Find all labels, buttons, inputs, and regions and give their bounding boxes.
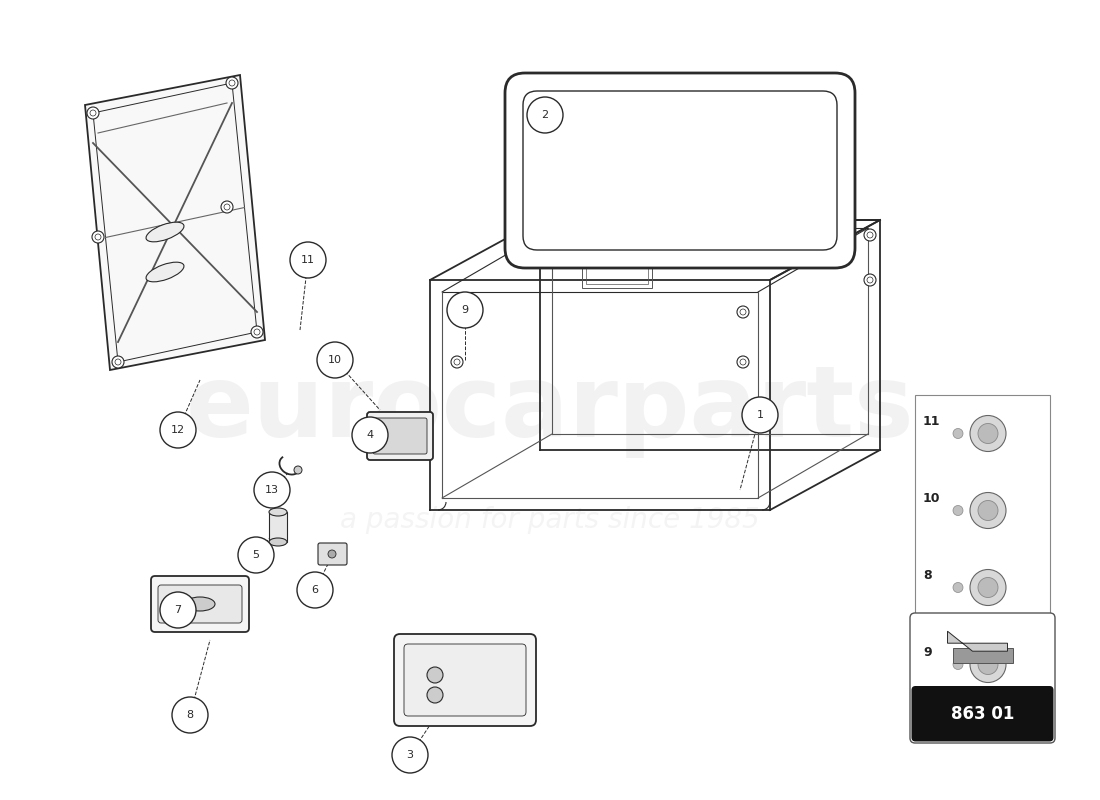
Circle shape xyxy=(970,415,1007,451)
Circle shape xyxy=(864,274,876,286)
Text: 8: 8 xyxy=(923,570,932,582)
Circle shape xyxy=(297,572,333,608)
Text: 11: 11 xyxy=(923,415,940,429)
FancyBboxPatch shape xyxy=(367,412,433,460)
Circle shape xyxy=(864,229,876,241)
Ellipse shape xyxy=(146,262,184,282)
Circle shape xyxy=(427,667,443,683)
Circle shape xyxy=(953,659,962,670)
FancyBboxPatch shape xyxy=(318,543,346,565)
Circle shape xyxy=(221,201,233,213)
Circle shape xyxy=(294,466,302,474)
Circle shape xyxy=(238,537,274,573)
Text: 4: 4 xyxy=(366,430,374,440)
Circle shape xyxy=(392,737,428,773)
Circle shape xyxy=(317,342,353,378)
Polygon shape xyxy=(85,75,265,370)
Circle shape xyxy=(527,97,563,133)
Circle shape xyxy=(427,687,443,703)
Circle shape xyxy=(447,292,483,328)
Circle shape xyxy=(87,107,99,119)
Bar xyxy=(953,648,1012,663)
Text: 7: 7 xyxy=(175,605,182,615)
FancyBboxPatch shape xyxy=(910,613,1055,743)
Circle shape xyxy=(160,592,196,628)
Circle shape xyxy=(328,550,336,558)
Circle shape xyxy=(953,429,962,438)
FancyBboxPatch shape xyxy=(373,418,427,454)
Circle shape xyxy=(451,306,463,318)
Circle shape xyxy=(251,326,263,338)
FancyBboxPatch shape xyxy=(158,585,242,623)
Text: 5: 5 xyxy=(253,550,260,560)
Circle shape xyxy=(978,423,998,443)
Circle shape xyxy=(978,501,998,521)
Text: 1: 1 xyxy=(757,410,763,420)
Circle shape xyxy=(737,356,749,368)
Circle shape xyxy=(290,242,326,278)
FancyBboxPatch shape xyxy=(912,686,1054,742)
Bar xyxy=(582,243,652,288)
Ellipse shape xyxy=(185,597,214,611)
Ellipse shape xyxy=(270,538,287,546)
Circle shape xyxy=(970,570,1007,606)
Circle shape xyxy=(742,397,778,433)
Text: 11: 11 xyxy=(301,255,315,265)
Circle shape xyxy=(172,697,208,733)
Text: 9: 9 xyxy=(923,646,932,659)
Text: eurocarparts: eurocarparts xyxy=(186,362,914,458)
Text: 2: 2 xyxy=(541,110,549,120)
Circle shape xyxy=(352,417,388,453)
Circle shape xyxy=(970,646,1007,682)
Text: 3: 3 xyxy=(407,750,414,760)
Circle shape xyxy=(953,582,962,593)
Circle shape xyxy=(160,412,196,448)
Circle shape xyxy=(978,578,998,598)
Text: 10: 10 xyxy=(328,355,342,365)
Circle shape xyxy=(226,77,238,89)
Bar xyxy=(586,247,648,284)
FancyBboxPatch shape xyxy=(404,644,526,716)
Circle shape xyxy=(737,306,749,318)
FancyBboxPatch shape xyxy=(394,634,536,726)
Text: 10: 10 xyxy=(923,493,940,506)
Text: 9: 9 xyxy=(461,305,469,315)
Circle shape xyxy=(451,356,463,368)
Text: 12: 12 xyxy=(170,425,185,435)
Circle shape xyxy=(970,493,1007,529)
FancyBboxPatch shape xyxy=(151,576,249,632)
Text: 863 01: 863 01 xyxy=(950,705,1014,723)
FancyBboxPatch shape xyxy=(505,73,855,268)
Polygon shape xyxy=(947,631,1008,651)
Circle shape xyxy=(978,654,998,674)
Ellipse shape xyxy=(270,508,287,516)
Circle shape xyxy=(254,472,290,508)
Bar xyxy=(270,512,287,542)
Text: a passion for parts since 1985: a passion for parts since 1985 xyxy=(340,506,760,534)
Ellipse shape xyxy=(146,222,184,242)
Text: 13: 13 xyxy=(265,485,279,495)
Circle shape xyxy=(112,356,124,368)
Circle shape xyxy=(953,506,962,515)
Bar xyxy=(915,395,1050,705)
Circle shape xyxy=(92,231,104,243)
Text: 8: 8 xyxy=(186,710,194,720)
Text: 6: 6 xyxy=(311,585,319,595)
